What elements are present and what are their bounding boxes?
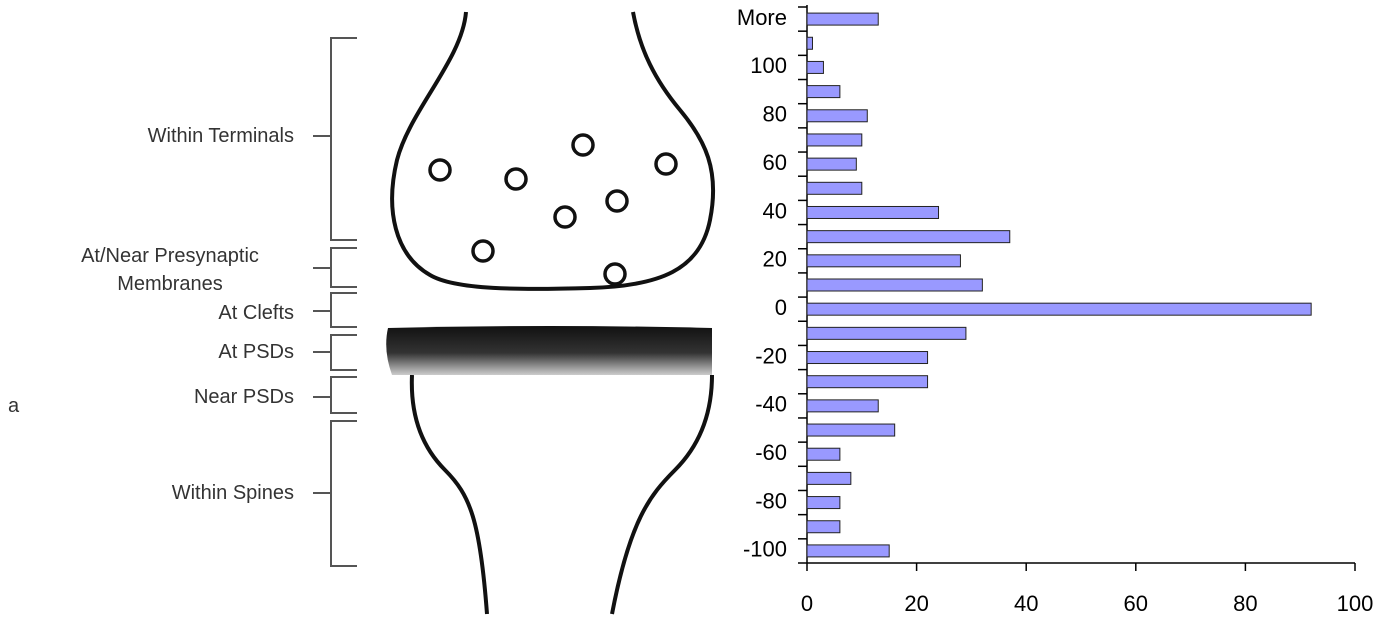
y-tick-label: -40 xyxy=(755,392,787,417)
y-tick-label: -100 xyxy=(743,537,787,562)
synapse-diagram xyxy=(392,12,713,614)
bar xyxy=(807,86,840,98)
bar xyxy=(807,497,840,509)
figure: 0 20 40 60 80 100 -100 -80 -60 -40 -20 0 20 40 60 80 100… xyxy=(0,0,1384,618)
y-tick-label: 20 xyxy=(763,247,787,272)
x-tick-label: 60 xyxy=(1124,591,1148,616)
bar xyxy=(807,37,812,49)
brackets xyxy=(313,38,357,566)
y-tick-label: -60 xyxy=(755,440,787,465)
bar xyxy=(807,206,939,218)
bar xyxy=(807,231,1010,243)
page: Within Terminals At/Near Presynaptic Mem… xyxy=(0,0,1384,618)
chart: 0 20 40 60 80 100 -100 -80 -60 -40 -20 0 20 40 60 80 100… xyxy=(737,5,1373,616)
bar xyxy=(807,472,851,484)
bar xyxy=(807,303,1311,315)
psd xyxy=(386,326,712,375)
bar xyxy=(807,376,928,388)
bar xyxy=(807,134,862,146)
bar xyxy=(807,13,878,25)
bar xyxy=(807,182,862,194)
x-tick-label: 0 xyxy=(801,591,813,616)
bar xyxy=(807,255,960,267)
x-tick-label: 80 xyxy=(1233,591,1257,616)
bar xyxy=(807,424,895,436)
y-tick-label: 60 xyxy=(763,150,787,175)
bar xyxy=(807,110,867,122)
bar xyxy=(807,400,878,412)
y-tick-label: 100 xyxy=(750,53,787,78)
bar xyxy=(807,521,840,533)
bar xyxy=(807,279,982,291)
bar xyxy=(807,327,966,339)
x-tick-label: 100 xyxy=(1337,591,1374,616)
bar xyxy=(807,448,840,460)
y-tick-label: 40 xyxy=(763,198,787,223)
y-tick-label: 80 xyxy=(763,102,787,127)
bar xyxy=(807,352,928,364)
bar xyxy=(807,61,823,73)
x-tick-label: 40 xyxy=(1014,591,1038,616)
y-tick-label: More xyxy=(737,5,787,30)
bar xyxy=(807,158,856,170)
bar xyxy=(807,545,889,557)
y-tick-label: -80 xyxy=(755,488,787,513)
x-tick-label: 20 xyxy=(904,591,928,616)
y-tick-label: -20 xyxy=(755,343,787,368)
y-tick-label: 0 xyxy=(775,295,787,320)
